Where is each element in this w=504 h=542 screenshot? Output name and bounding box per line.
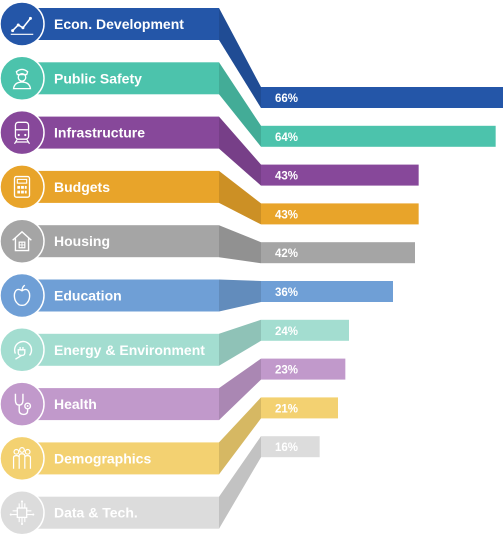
category-band — [22, 170, 219, 203]
value-label: 43% — [275, 171, 298, 183]
connector — [219, 397, 261, 475]
category-band — [22, 225, 219, 258]
icon-circle — [0, 1, 45, 47]
icon-circle — [0, 435, 45, 482]
category-band — [22, 388, 219, 421]
bar — [261, 242, 415, 264]
bar — [261, 203, 419, 225]
category-band — [22, 442, 219, 475]
value-label: 36% — [275, 287, 298, 299]
category-band — [22, 333, 219, 366]
bar — [261, 397, 338, 419]
bar — [261, 281, 393, 302]
category-band — [22, 496, 219, 529]
bar — [261, 436, 320, 458]
icon-circle — [0, 272, 45, 319]
connector — [219, 62, 261, 147]
value-label: 42% — [275, 248, 298, 260]
value-label: 21% — [275, 403, 298, 415]
category-label: Public Safety — [54, 70, 142, 86]
category-label: Health — [54, 396, 97, 412]
category-label: Budgets — [54, 179, 110, 195]
category-band — [22, 8, 219, 40]
category-band — [22, 279, 219, 312]
category-band — [22, 116, 219, 149]
category-label: Demographics — [54, 450, 151, 466]
connector — [219, 436, 261, 529]
category-label: Housing — [54, 233, 110, 249]
icon-circle — [0, 109, 45, 156]
category-label: Energy & Environment — [54, 342, 205, 358]
category-band — [22, 62, 219, 95]
value-label: 64% — [275, 132, 298, 144]
connector — [219, 225, 261, 264]
bar — [261, 87, 503, 108]
value-label: 23% — [275, 365, 298, 377]
bar — [261, 319, 349, 341]
connector — [219, 8, 261, 108]
icon-circle — [0, 55, 45, 102]
category-label: Infrastructure — [54, 125, 145, 141]
icon-circle — [0, 489, 45, 536]
bar — [261, 164, 419, 186]
connector — [219, 319, 261, 366]
value-label: 66% — [275, 93, 298, 105]
value-label: 43% — [275, 209, 298, 221]
category-label: Education — [54, 288, 122, 304]
connector — [219, 170, 261, 225]
value-label: 24% — [275, 326, 298, 338]
connector — [219, 279, 261, 312]
connector — [219, 116, 261, 186]
category-label: Econ. Development — [54, 16, 184, 32]
bar — [261, 125, 496, 147]
category-label: Data & Tech. — [54, 505, 138, 521]
icon-circle — [0, 218, 45, 264]
connector — [219, 358, 261, 421]
value-label: 16% — [275, 442, 298, 454]
bar — [261, 358, 346, 380]
